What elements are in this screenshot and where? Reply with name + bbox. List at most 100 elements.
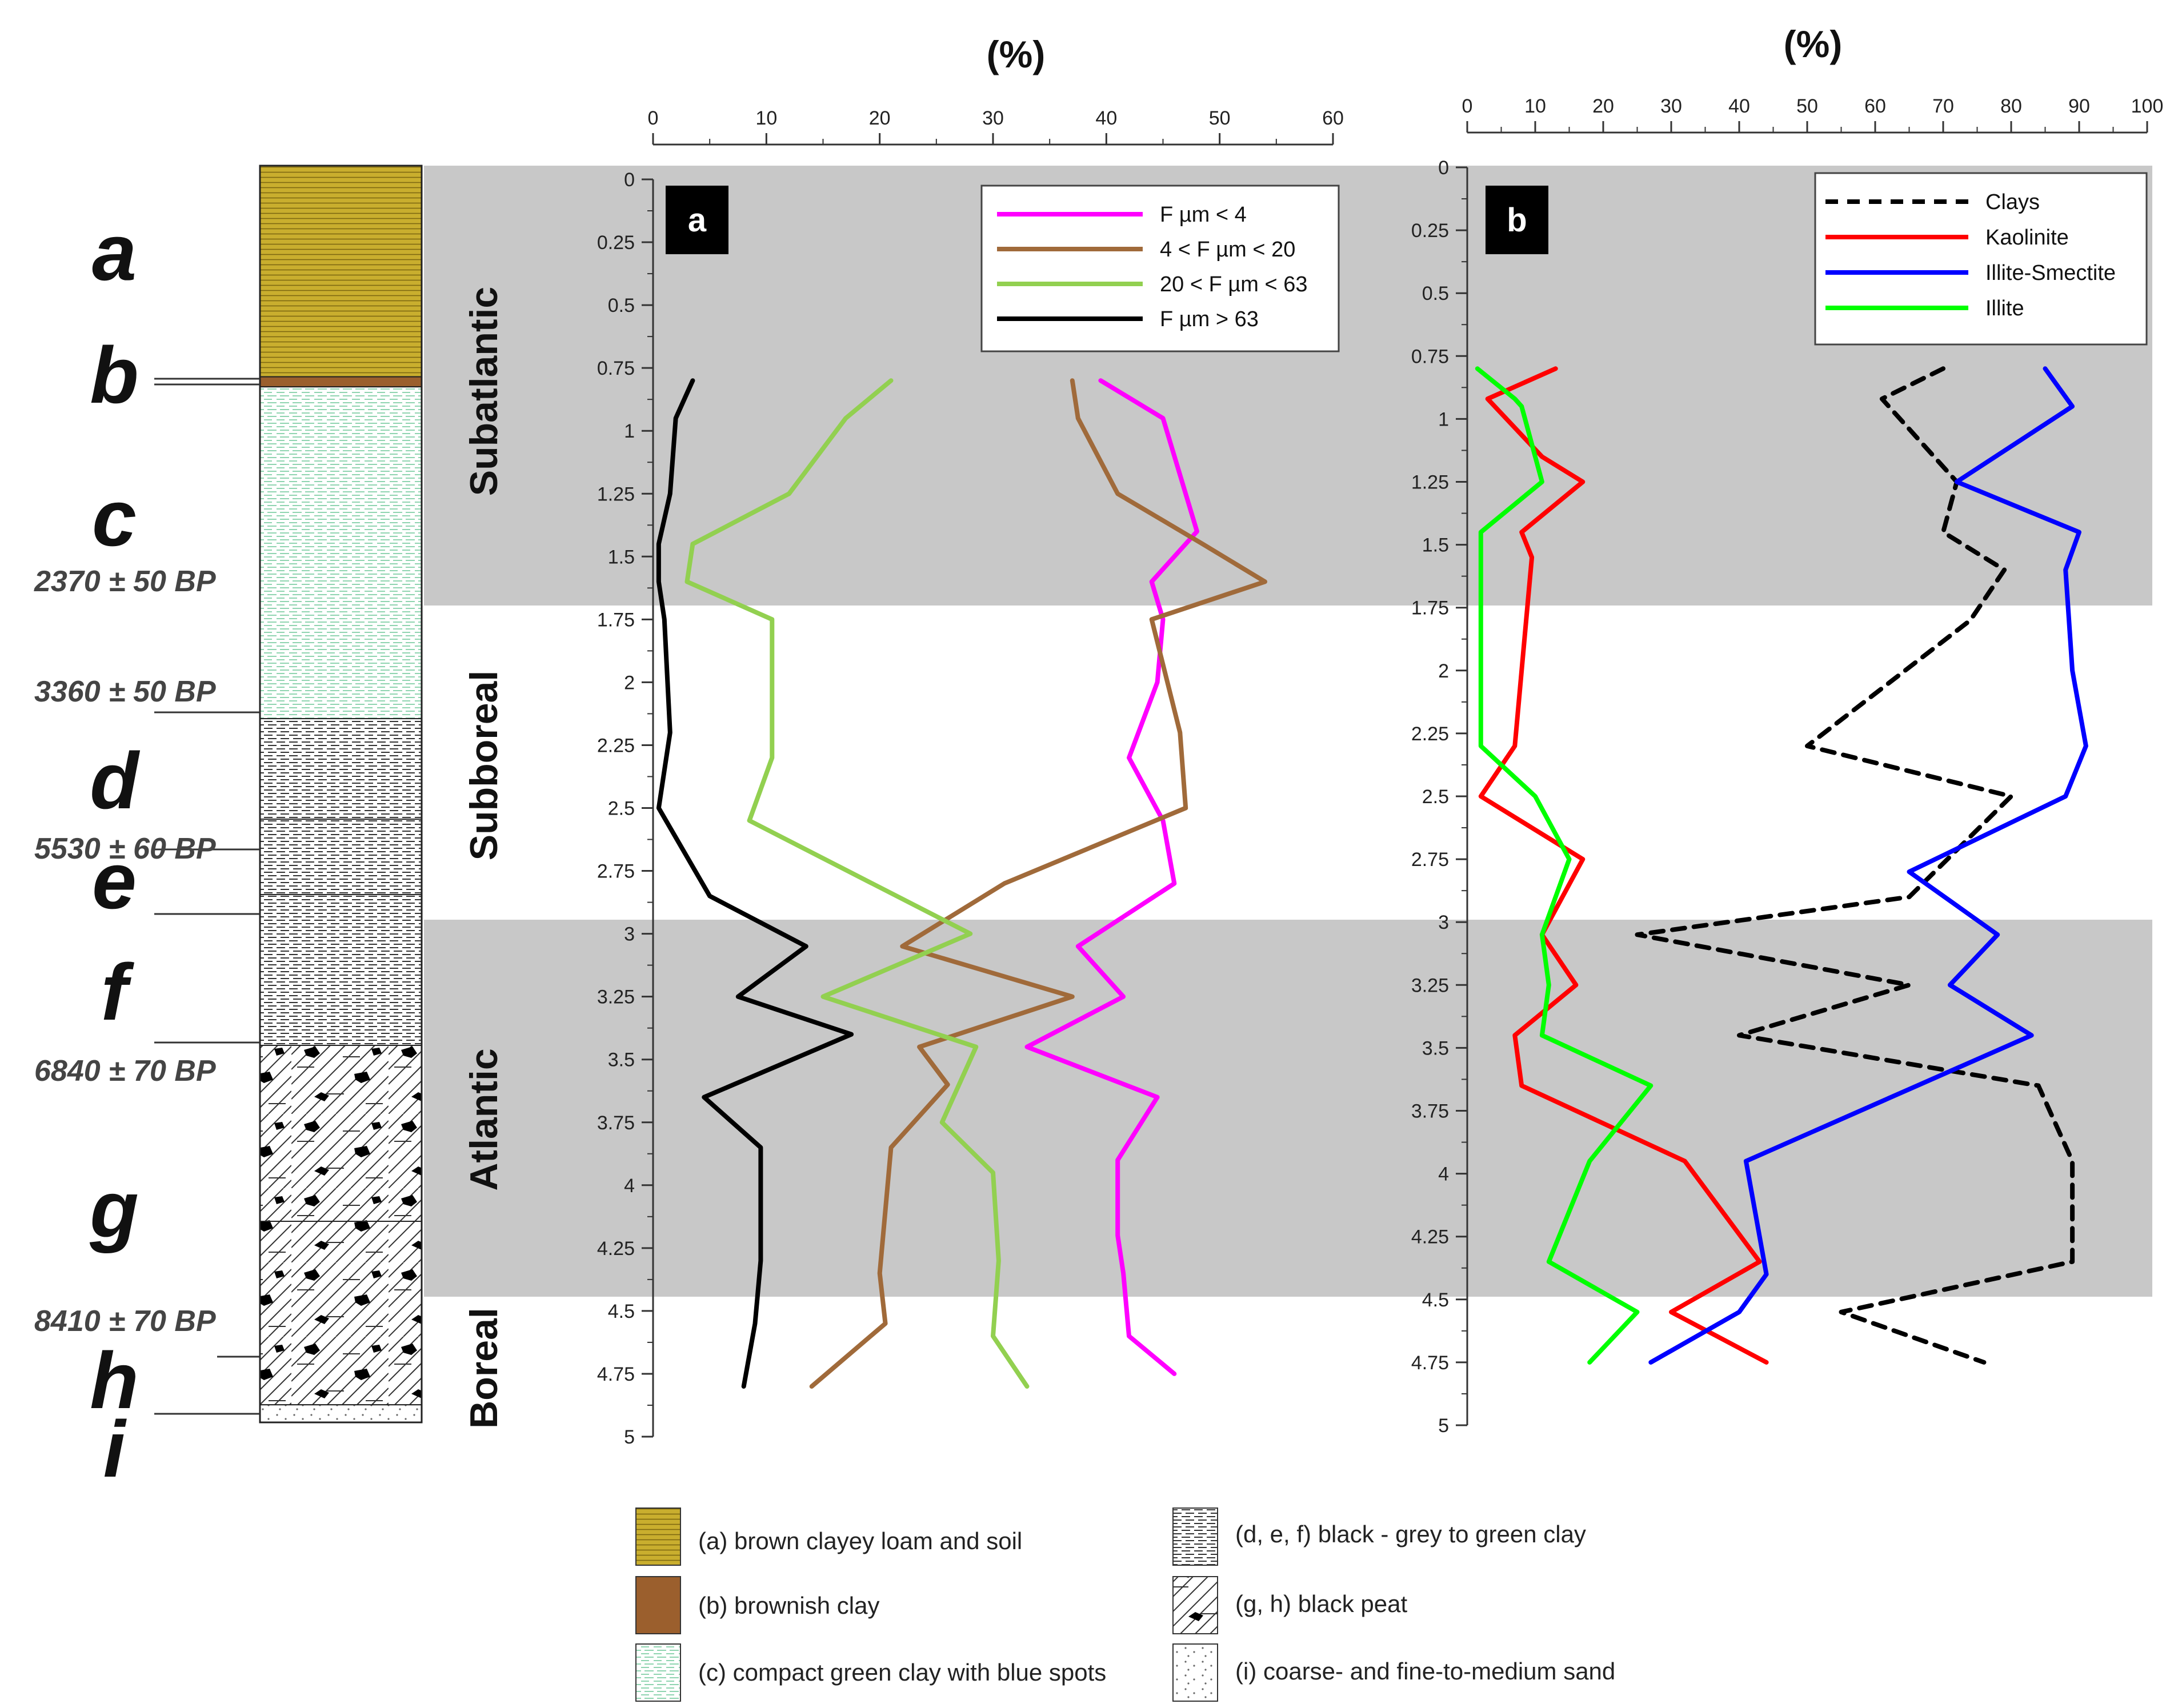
panel-a-legend-label-1: F µm < 4 [1160, 203, 1247, 227]
layer-letter-h: h [90, 1336, 139, 1425]
panel-a-legend-label-2: 4 < F µm < 20 [1160, 238, 1295, 262]
legend-text-i: (i) coarse- and fine-to-medium sand [1235, 1658, 1615, 1685]
panel-a-y-tick-label: 0.25 [597, 232, 635, 254]
panel-a-series-line-4 [656, 378, 854, 1389]
panel-b-legend-items: Clays Kaolinite Illite-Smectite Illite [1825, 190, 2116, 320]
layer-block-e [259, 819, 422, 895]
panel-a-y-tick-label: 1.5 [608, 546, 635, 568]
legend-swatch-i [1172, 1643, 1218, 1702]
panel-a-y-tick-label: 3.25 [597, 987, 635, 1008]
boundary-lines [154, 378, 260, 1415]
panel-b-x-tick-label: 20 [1592, 95, 1614, 117]
panel-a-y-tick-label: 2.75 [597, 861, 635, 883]
panel-a-y-tick-label: 4.5 [608, 1301, 635, 1322]
period-label-subatlantic: Subatlantic [462, 287, 506, 496]
panel-b-x-tick-label: 90 [2068, 95, 2090, 117]
panel-b-y-tick-label: 5 [1438, 1415, 1449, 1437]
panel-a-y-tick-label: 5 [624, 1426, 635, 1448]
panel-b-x-tick-label: 60 [1864, 95, 1886, 117]
panel-a-x-tick-label: 0 [648, 107, 659, 129]
layer-block-b [259, 376, 422, 388]
panel-b-legend-label-4: Illite [1985, 296, 2024, 320]
date-label-4: 6840 ± 70 BP [34, 1055, 216, 1088]
panel-b-y-tick-label: 0.75 [1411, 346, 1449, 367]
layer-letter-g: g [89, 1164, 139, 1254]
panel-b-y-tick-label: 1.5 [1422, 535, 1449, 556]
period-label-boreal: Boreal [462, 1308, 506, 1429]
panel-a-legend-label-3: 20 < F µm < 63 [1160, 272, 1307, 296]
panel-a-y-tick-label: 2.5 [608, 798, 635, 820]
panel-a-x-tick-label: 30 [982, 107, 1004, 129]
panel-a-series-line-1 [1024, 378, 1199, 1376]
panel-b-y-tick-label: 2.75 [1411, 849, 1449, 871]
panel-a-y-tick-label: 1.75 [597, 609, 635, 631]
panel-b-series-line-3 [1648, 366, 2088, 1365]
legend-text-c: (c) compact green clay with blue spots [698, 1659, 1106, 1686]
panel-a-y-tick-label: 2 [624, 672, 635, 693]
panel-b-y-tick-label: 1.25 [1411, 472, 1449, 494]
panel-b-legend-label-1: Clays [1985, 190, 2040, 214]
panel-a-y-tick-label: 0 [624, 169, 635, 191]
panel-b-series [1475, 366, 2088, 1365]
period-label-subboreal: Subboreal [462, 671, 506, 861]
panel-a-y-tick-label: 2.25 [597, 735, 635, 756]
panel-b-x-tick-label: 40 [1728, 95, 1750, 117]
column-outline [259, 165, 423, 1424]
panel-a-y-tick-label: 4 [624, 1175, 635, 1197]
panel-a-y-tick-label: 3.75 [597, 1112, 635, 1134]
panel-b-series-line-4 [1475, 366, 1653, 1365]
panel-b-chart: 0 0.25 0.5 0.75 1 1.25 1.5 1.75 2 2.25 2.5 2.75 3 3.2… [1411, 95, 2164, 1437]
layer-block-d [259, 718, 422, 820]
panel-a-y-tick-label: 4.25 [597, 1238, 635, 1260]
panel-b-y-tick-label: 2 [1438, 660, 1449, 682]
panel-b-legend-label-3: Illite-Smectite [1985, 261, 2116, 285]
layer-block-g [259, 1045, 422, 1222]
panel-b-x-tick-label: 80 [2000, 95, 2022, 117]
panel-b-label: b [1507, 202, 1527, 239]
legend-swatch-c [635, 1643, 681, 1702]
layer-letter-i: i [103, 1404, 127, 1494]
panel-b-label-box [1486, 186, 1548, 254]
panel-b-x-tick-label: 70 [1932, 95, 1954, 117]
panel-b-y-tick-label: 3.25 [1411, 975, 1449, 996]
panel-b-y-tick-label: 3.5 [1422, 1037, 1449, 1059]
panel-b-series-line-1 [1635, 366, 2075, 1365]
panel-a-x-tick-label: 40 [1095, 107, 1117, 129]
legend-text-b: (b) brownish clay [698, 1592, 879, 1619]
panel-b-y-tick-label: 3.75 [1411, 1101, 1449, 1122]
panel-b-x-tick-label: 0 [1462, 95, 1473, 117]
radiocarbon-dates: 2370 ± 50 BP 3360 ± 50 BP 5530 ± 60 BP 6… [34, 565, 216, 1338]
layer-letter-b: b [90, 330, 139, 420]
panel-b-y-tick-label: 1 [1438, 408, 1449, 430]
panel-a-y-tick-label: 3.5 [608, 1049, 635, 1071]
panel-a-y-tick-label: 0.75 [597, 358, 635, 379]
panel-b-x-tick-label: 10 [1524, 95, 1546, 117]
panel-b-axes: 0 0.25 0.5 0.75 1 1.25 1.5 1.75 2 2.25 2.5 2.75 3 3.2… [1411, 95, 2164, 1437]
layer-letter-d: d [90, 736, 140, 825]
panel-b-y-tick-label: 0.5 [1422, 283, 1449, 304]
panel-b-series-line-2 [1478, 366, 1769, 1365]
legend-swatch-g [1172, 1576, 1218, 1634]
layer-block-i [259, 1404, 422, 1423]
date-label-2: 3360 ± 50 BP [34, 675, 216, 708]
panel-a-x-tick-label: 50 [1209, 107, 1231, 129]
period-band-2 [424, 920, 2152, 1297]
layer-block-f [259, 894, 422, 1046]
legend-text-a: (a) brown clayey loam and soil [698, 1527, 1022, 1554]
legend-swatch-d [1172, 1507, 1218, 1566]
layer-block-a [259, 165, 422, 378]
panel-a-y-tick-label: 4.75 [597, 1364, 635, 1385]
panel-a-x-tick-label: 60 [1322, 107, 1344, 129]
panel-b-y-tick-label: 2.5 [1422, 786, 1449, 808]
layer-block-h [259, 1221, 422, 1406]
panel-a-label-box [666, 186, 728, 254]
panel-b-y-tick-label: 4.75 [1411, 1352, 1449, 1374]
panel-a-x-tick-label: 20 [869, 107, 891, 129]
legend-swatch-a [635, 1507, 681, 1566]
panel-b-x-tick-label: 30 [1660, 95, 1682, 117]
date-label-5: 8410 ± 70 BP [34, 1305, 216, 1338]
stratigraphic-column [259, 165, 423, 1424]
panel-b-y-tick-label: 4.5 [1422, 1289, 1449, 1311]
panel-b-axis-title: (%) [1784, 23, 1843, 65]
